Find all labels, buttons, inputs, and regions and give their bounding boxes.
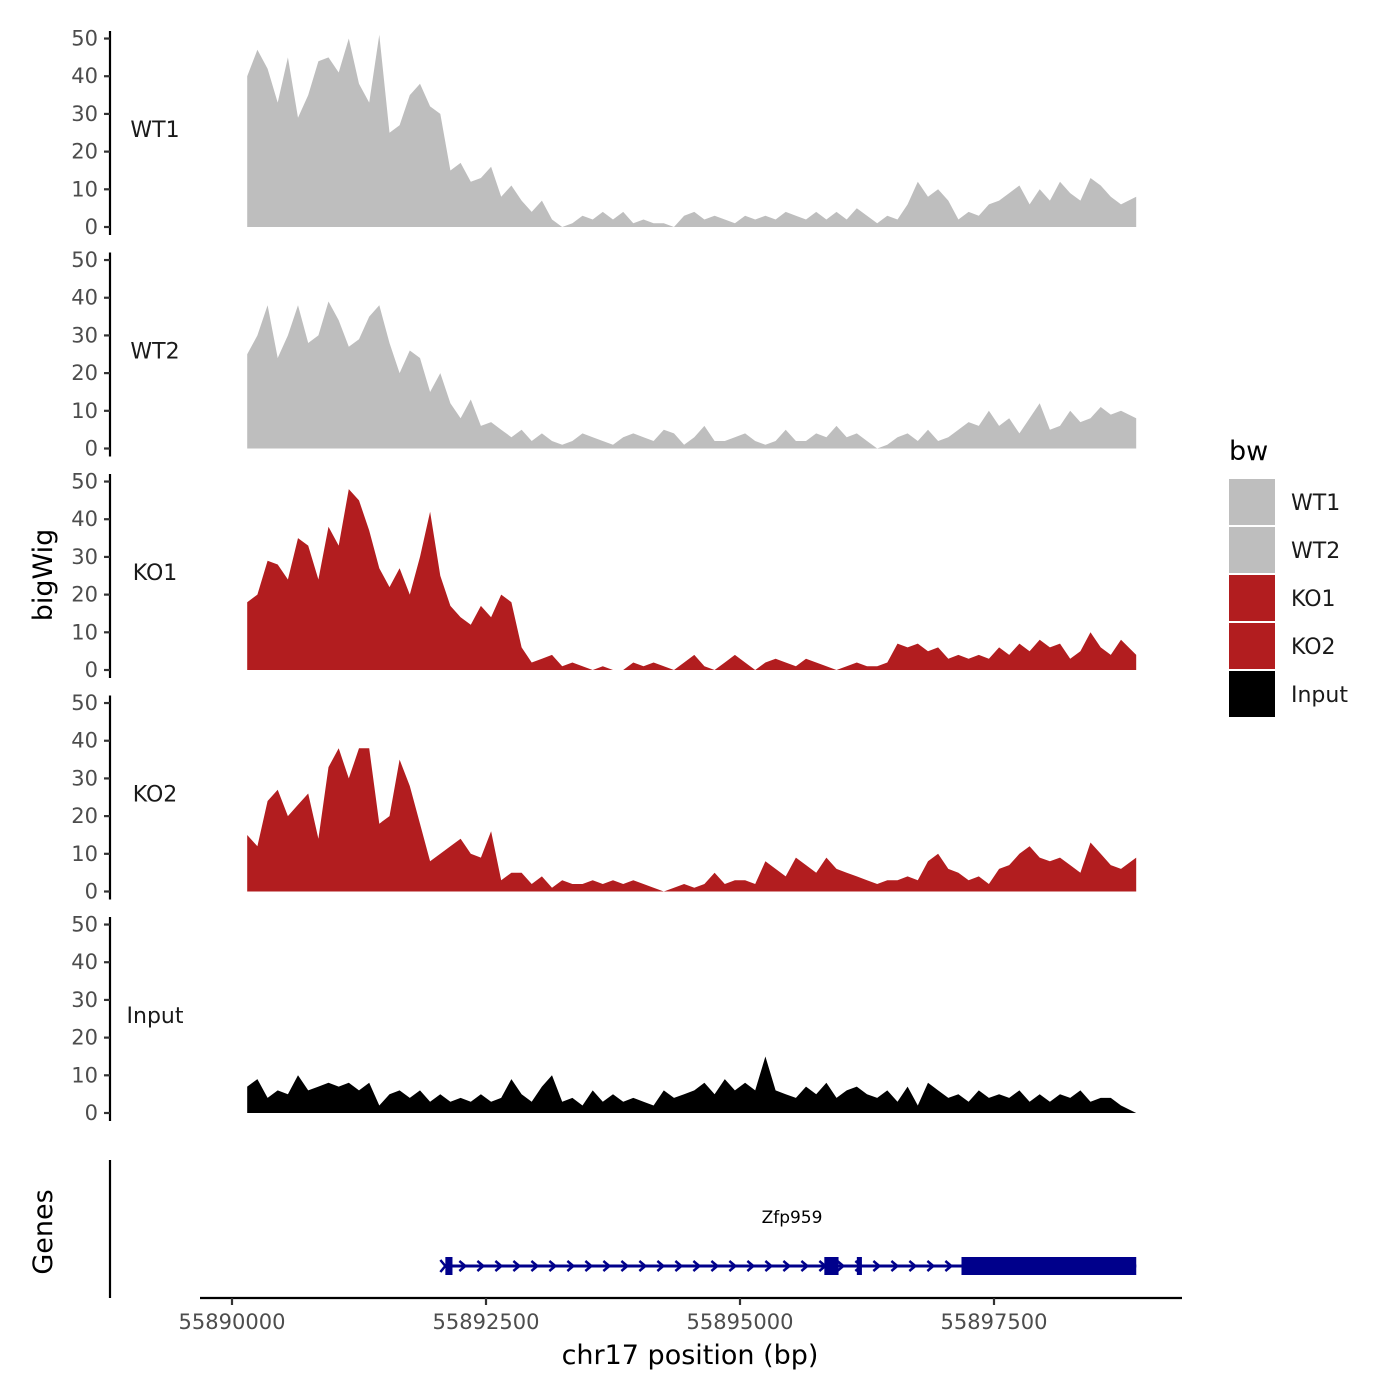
y-tick-label: 30 xyxy=(71,766,98,790)
y-tick-label: 50 xyxy=(71,248,98,272)
strand-arrow xyxy=(674,1260,684,1272)
track-label: WT1 xyxy=(130,118,179,143)
y-tick-label: 20 xyxy=(71,583,98,607)
legend-label: WT2 xyxy=(1291,539,1340,564)
track-label: KO2 xyxy=(133,783,178,808)
signal-area-ko1 xyxy=(247,489,1137,670)
y-tick-label: 0 xyxy=(85,1101,98,1125)
strand-arrow xyxy=(746,1260,756,1272)
track-label: WT2 xyxy=(130,340,179,365)
track-input: 0 10 20 30 40 50 Input xyxy=(71,913,1137,1125)
y-tick-label: 10 xyxy=(71,1063,98,1087)
strand-arrow xyxy=(836,1260,846,1272)
y-tick-label: 20 xyxy=(71,140,98,164)
track-ko2: 0 10 20 30 40 50 KO2 xyxy=(71,691,1137,904)
signal-area-wt1 xyxy=(247,34,1137,227)
strand-arrow xyxy=(458,1260,468,1272)
strand-arrow xyxy=(548,1260,558,1272)
strand-arrow xyxy=(710,1260,720,1272)
strand-arrow xyxy=(638,1260,648,1272)
y-tick-label: 30 xyxy=(71,545,98,569)
strand-arrow xyxy=(926,1260,936,1272)
legend-swatch-ko1 xyxy=(1229,575,1275,621)
genes-axis-title: Genes xyxy=(28,1189,59,1274)
y-tick-label: 30 xyxy=(71,323,98,347)
legend-swatch-input xyxy=(1229,671,1275,717)
strand-arrow xyxy=(602,1260,612,1272)
y-tick-label: 50 xyxy=(71,27,98,51)
y-tick-label: 50 xyxy=(71,691,98,715)
track-wt1: 0 10 20 30 40 50 WT1 xyxy=(71,27,1137,239)
y-tick-label: 40 xyxy=(71,729,98,753)
y-tick-label: 40 xyxy=(71,950,98,974)
legend-label: Input xyxy=(1291,683,1348,708)
y-tick-label: 0 xyxy=(85,658,98,682)
y-tick-label: 0 xyxy=(85,880,98,904)
track-label: Input xyxy=(127,1004,184,1029)
y-tick-label: 40 xyxy=(71,286,98,310)
strand-arrow xyxy=(944,1260,954,1272)
gene-name-label: Zfp959 xyxy=(762,1208,823,1228)
strand-arrow xyxy=(872,1260,882,1272)
y-tick-label: 10 xyxy=(71,842,98,866)
x-tick-label: 55890000 xyxy=(179,1310,286,1334)
y-tick-label: 0 xyxy=(85,215,98,239)
x-tick-label: 55892500 xyxy=(433,1310,540,1334)
strand-arrow xyxy=(512,1260,522,1272)
strand-arrow xyxy=(620,1260,630,1272)
y-tick-label: 50 xyxy=(71,913,98,937)
y-axis-title: bigWig xyxy=(28,529,59,622)
y-tick-label: 10 xyxy=(71,177,98,201)
legend-label: KO1 xyxy=(1291,587,1336,612)
strand-arrow xyxy=(800,1260,810,1272)
strand-arrow xyxy=(764,1260,774,1272)
signal-area-ko2 xyxy=(247,748,1137,892)
x-tick-label: 55895000 xyxy=(687,1310,794,1334)
strand-arrow xyxy=(494,1260,504,1272)
track-wt2: 0 10 20 30 40 50 WT2 xyxy=(71,248,1137,461)
strand-arrow xyxy=(656,1260,666,1272)
legend-swatch-ko2 xyxy=(1229,623,1275,669)
y-tick-label: 50 xyxy=(71,470,98,494)
legend-label: KO2 xyxy=(1291,635,1336,660)
y-tick-label: 20 xyxy=(71,804,98,828)
y-tick-label: 0 xyxy=(85,437,98,461)
strand-arrow xyxy=(476,1260,486,1272)
strand-arrow xyxy=(908,1260,918,1272)
gene-zfp959: Zfp959 xyxy=(439,1208,1137,1275)
gene-exon xyxy=(856,1257,862,1275)
strand-arrow xyxy=(782,1260,792,1272)
legend: bw WT1 WT2 KO1 KO2 Input xyxy=(1229,436,1348,717)
strand-arrow xyxy=(566,1260,576,1272)
y-tick-label: 30 xyxy=(71,988,98,1012)
gene-exon xyxy=(824,1257,839,1275)
y-tick-label: 30 xyxy=(71,102,98,126)
legend-swatch-wt2 xyxy=(1229,527,1275,573)
track-ko1: 0 10 20 30 40 50 KO1 xyxy=(71,470,1137,682)
legend-label: WT1 xyxy=(1291,491,1340,516)
y-tick-label: 20 xyxy=(71,361,98,385)
x-tick-label: 55897500 xyxy=(941,1310,1048,1334)
strand-arrow xyxy=(728,1260,738,1272)
strand-arrow xyxy=(584,1260,594,1272)
x-axis-title: chr17 position (bp) xyxy=(562,1340,819,1371)
y-tick-label: 10 xyxy=(71,399,98,423)
track-label: KO1 xyxy=(133,561,178,586)
y-tick-label: 40 xyxy=(71,64,98,88)
gene-exon xyxy=(961,1257,1137,1275)
legend-title: bw xyxy=(1229,436,1268,467)
strand-arrow xyxy=(890,1260,900,1272)
signal-area-input xyxy=(247,1056,1137,1113)
y-tick-label: 10 xyxy=(71,620,98,644)
gene-exon xyxy=(445,1257,453,1275)
strand-arrow xyxy=(530,1260,540,1272)
legend-swatch-wt1 xyxy=(1229,479,1275,525)
y-tick-label: 40 xyxy=(71,507,98,531)
signal-area-wt2 xyxy=(247,301,1137,449)
y-tick-label: 20 xyxy=(71,1026,98,1050)
strand-arrow xyxy=(692,1260,702,1272)
